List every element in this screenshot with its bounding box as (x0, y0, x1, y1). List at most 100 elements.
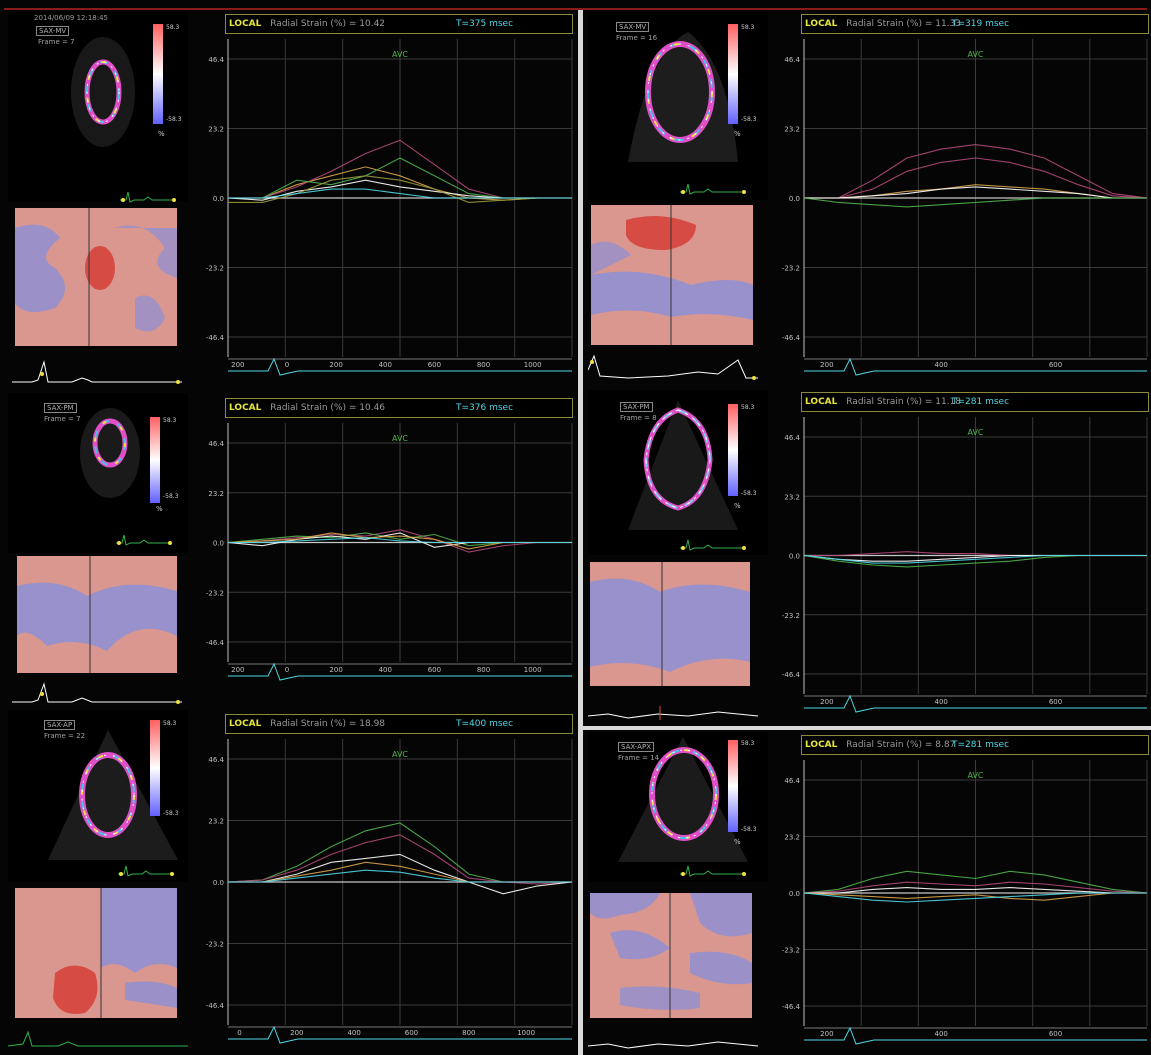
x-tick-label: 600 (428, 666, 441, 674)
y-tick-label: 23.2 (784, 126, 800, 134)
colorbar-bottom: -58.3 (166, 116, 182, 123)
x-tick-label: 400 (379, 666, 392, 674)
x-tick-label: 200 (820, 698, 833, 706)
time-value: T=376 msec (456, 403, 514, 413)
y-tick-label: 0.0 (789, 553, 800, 561)
strain-curve (803, 870, 1148, 894)
strain-curve (804, 157, 1148, 199)
y-tick-label: 46.4 (208, 440, 224, 448)
echo-image-a1: 2014/06/09 12:18:45 SAX-MV Frame = 7 58.… (8, 12, 188, 203)
y-tick-label: -23.2 (782, 612, 800, 620)
x-tick-label: 200 (231, 666, 244, 674)
ecg-strip-b1 (588, 354, 758, 380)
view-tag: SAX-APX (618, 742, 654, 752)
local-label: LOCAL (805, 19, 838, 29)
y-tick-label: 23.2 (208, 490, 224, 498)
echo-image-b2: SAX-PM Frame = 8 58.3 -58.3 % (588, 390, 768, 555)
frame-label: Frame = 22 (44, 732, 86, 740)
colorbar-top: 58.3 (163, 417, 177, 424)
y-tick-label: 0.0 (213, 879, 224, 887)
ecg-trace (804, 1026, 1147, 1045)
strain-curve (227, 834, 573, 885)
local-label: LOCAL (229, 719, 262, 729)
time-value: T=281 msec (952, 397, 1010, 407)
y-tick-label: -23.2 (206, 589, 224, 597)
y-tick-label: 46.4 (784, 56, 800, 64)
avc-label: AVC (967, 771, 983, 780)
y-tick-label: -46.4 (206, 334, 225, 342)
colorbar-bottom: -58.3 (163, 493, 179, 500)
time-value: T=400 msec (456, 719, 514, 729)
time-value: T=319 msec (952, 19, 1010, 29)
y-tick-label: 23.2 (784, 493, 800, 501)
avc-label: AVC (967, 428, 983, 437)
x-tick-label: 0 (237, 1029, 241, 1037)
view-tag: SAX-AP (44, 720, 76, 730)
ecg-trace (804, 694, 1147, 713)
x-tick-label: 200 (290, 1029, 303, 1037)
x-tick-label: 800 (462, 1029, 475, 1037)
strain-plot-a3: 46.4 23.2 0.0 -23.2 -46.4 AVC 0 200 400 600 800 100… (206, 739, 573, 1044)
time-value: T=375 msec (456, 19, 514, 29)
x-tick-label: 200 (329, 666, 342, 674)
colorbar-unit: % (734, 502, 741, 510)
y-tick-label: -46.4 (206, 1002, 225, 1010)
frame-label: Frame = 16 (616, 34, 658, 42)
time-value: T=281 msec (952, 740, 1010, 750)
strain-curve (228, 175, 572, 203)
strain-curve (804, 186, 1147, 199)
view-tag: SAX-PM (620, 402, 653, 412)
view-tag: SAX-MV (616, 22, 650, 32)
colorbar-top: 58.3 (741, 740, 755, 747)
local-label: LOCAL (805, 397, 838, 407)
y-tick-label: -46.4 (782, 334, 801, 342)
strain-value: Radial Strain (%) = 8.87 (846, 740, 956, 750)
echo-image-b3: SAX-APX Frame = 14 58.3 -58.3 % (588, 732, 768, 882)
panel-b-divider (583, 726, 1151, 730)
view-tag: SAX-MV (36, 26, 70, 36)
echo-ring (80, 408, 140, 498)
mini-ecg (680, 865, 746, 877)
x-tick-label: 200 (231, 361, 244, 369)
strain-curve (228, 188, 572, 199)
avc-label: AVC (392, 750, 408, 759)
strain-curve (228, 537, 572, 544)
header-a1: LOCAL Radial Strain (%) = 10.42 T=375 ms… (225, 14, 573, 34)
header-b2: LOCAL Radial Strain (%) = 11.18 T=281 ms… (801, 392, 1149, 412)
frame-label: Frame = 8 (620, 414, 657, 422)
y-tick-label: -23.2 (206, 941, 224, 949)
top-border (4, 8, 1147, 10)
colorbar-bottom: -58.3 (741, 490, 757, 497)
x-tick-label: 400 (935, 1030, 948, 1038)
colorbar (150, 417, 160, 503)
x-tick-label: 200 (820, 361, 833, 369)
x-tick-label: 200 (329, 361, 342, 369)
strain-curve (803, 892, 1147, 901)
colorbar-unit: % (734, 130, 741, 138)
local-label: LOCAL (229, 19, 262, 29)
y-tick-label: 46.4 (784, 777, 800, 785)
x-tick-label: 200 (820, 1030, 833, 1038)
view-tag: SAX-PM (44, 403, 77, 413)
mini-ecg (116, 534, 172, 546)
colorbar (150, 720, 160, 816)
strain-plot-a2: 46.4 23.2 0.0 -23.2 -46.4 AVC 200 0 200 400 600 800… (206, 423, 573, 681)
strain-map-a1 (15, 208, 177, 346)
y-tick-label: -46.4 (782, 1003, 801, 1011)
echo-ring (48, 730, 178, 860)
colorbar-unit: % (156, 505, 163, 513)
header-a2: LOCAL Radial Strain (%) = 10.46 T=376 ms… (225, 398, 573, 418)
strain-curve (228, 869, 572, 883)
ecg-trace (804, 357, 1147, 376)
strain-curve (803, 881, 1148, 894)
colorbar (153, 24, 163, 124)
x-tick-label: 400 (935, 361, 948, 369)
ecg-trace (228, 1025, 572, 1044)
strain-value: Radial Strain (%) = 18.98 (270, 719, 386, 729)
strain-curve (804, 887, 1147, 894)
strain-value: Radial Strain (%) = 11.33 (846, 19, 962, 29)
colorbar-top: 58.3 (741, 404, 755, 411)
mini-ecg (680, 183, 746, 195)
strain-plot-b2: 46.4 23.2 0.0 -23.2 -46.4 AVC 200 400 600 (782, 417, 1148, 713)
